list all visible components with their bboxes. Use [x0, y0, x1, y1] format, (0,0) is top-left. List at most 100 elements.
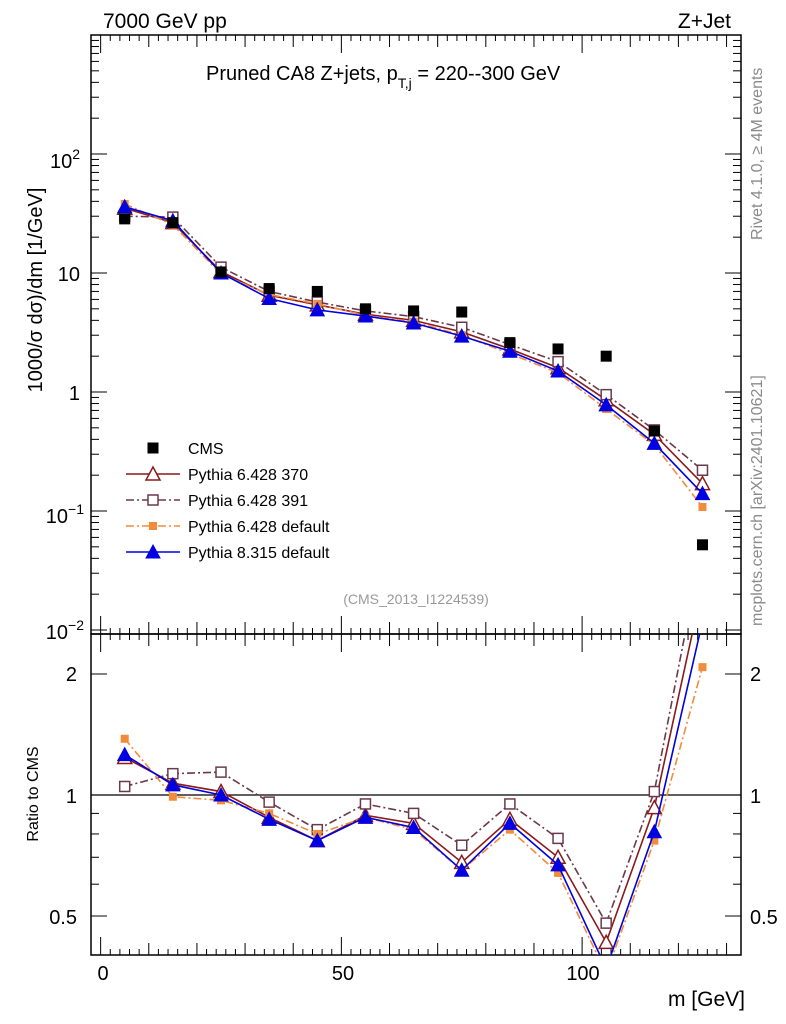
ratio-line-0: [124, 634, 693, 945]
ratio-point-1: [600, 917, 612, 929]
ratio-point-1: [504, 798, 516, 810]
ratio-point-3: [261, 811, 277, 826]
ratio-series: [116, 580, 709, 977]
data-point: [408, 305, 420, 317]
ratio-y-axis: [91, 673, 741, 956]
ratio-y-axis-label: Ratio to CMS: [25, 746, 42, 841]
ratio-point-2: [698, 663, 707, 672]
legend-label: CMS: [188, 441, 224, 458]
rivet-version-label: Rivet 4.1.0, ≥ 4M events: [749, 68, 766, 240]
data-point: [263, 283, 275, 295]
ratio-point-3: [453, 862, 470, 877]
legend-marker: [147, 442, 159, 454]
ratio-ytick-label-2-right: 2: [750, 664, 761, 686]
ratio-point-2: [602, 969, 610, 977]
x-axis-label: m [GeV]: [668, 988, 745, 1011]
data-point: [167, 217, 179, 229]
legend-label: Pythia 6.428 391: [188, 493, 308, 510]
series-point-3: [646, 435, 663, 450]
series-point-3: [405, 314, 422, 330]
data-point: [359, 303, 371, 315]
ratio-ytick-label-0.5-right: 0.5: [750, 907, 778, 929]
ratio-point-1: [407, 807, 420, 820]
ratio-ytick-label-2-left: 2: [66, 664, 77, 686]
ratio-ytick-label-1-left: 1: [66, 786, 77, 808]
ytick-label-0.01: 10−2: [46, 617, 84, 644]
series-point-3: [309, 301, 326, 317]
ratio-point-2: [120, 734, 129, 743]
ytick-label-100: 102: [50, 146, 80, 173]
series-point-3: [502, 343, 518, 358]
main-y-axis: [91, 39, 741, 631]
header-right: Z+Jet: [678, 10, 731, 33]
legend-marker: [147, 494, 159, 506]
ratio-point-1: [552, 832, 564, 845]
ratio-point-1: [359, 798, 372, 810]
ratio-point-0: [646, 799, 663, 815]
ratio-point-1: [455, 839, 468, 851]
legend-marker: [144, 465, 162, 481]
main-y-axis-label: 1000/σ dσ)/dm [1/GeV]: [25, 188, 47, 393]
ratio-point-3: [309, 832, 326, 848]
ratio-point-0: [695, 580, 709, 593]
legend-label: Pythia 6.428 370: [188, 467, 308, 484]
ytick-label-1: 1: [69, 383, 80, 405]
series-line-2: [124, 203, 704, 508]
series-point-3: [261, 290, 277, 306]
legend-marker: [149, 522, 157, 530]
ratio-point-3: [550, 856, 566, 872]
data-point: [311, 285, 323, 297]
legend-marker: [145, 543, 161, 559]
ratio-ytick-label-1-right: 1: [750, 786, 761, 808]
series-point-3: [550, 362, 566, 378]
ratio-point-2: [168, 792, 177, 801]
x-axis: [100, 35, 728, 955]
legend-label: Pythia 8.315 default: [188, 545, 330, 562]
data-point: [696, 539, 708, 551]
series-line-1: [124, 215, 703, 471]
series-point-3: [453, 328, 470, 343]
ratio-point-3: [165, 776, 181, 792]
ratio-point-2: [554, 868, 563, 877]
data-point: [119, 213, 131, 225]
data-point: [648, 425, 660, 437]
ytick-label-0.1: 10−1: [46, 501, 84, 528]
series-point-3: [116, 198, 133, 214]
mcplots-label: mcplots.cern.ch [arXiv:2401.10621]: [749, 375, 766, 626]
ratio-point-3: [405, 819, 422, 835]
series-point-3: [598, 396, 615, 412]
main-series: [116, 198, 711, 551]
ratio-point-3: [213, 786, 229, 802]
ratio-point-3: [599, 962, 613, 975]
data-point: [504, 337, 516, 349]
header-left: 7000 GeV pp: [103, 10, 227, 33]
series-point-1: [696, 464, 709, 477]
data-point: [215, 266, 227, 278]
xtick-label-100: 100: [566, 963, 599, 985]
data-point: [600, 350, 612, 362]
ratio-point-2: [650, 836, 659, 845]
ytick-label-10: 10: [58, 264, 80, 286]
xtick-label-50: 50: [332, 963, 354, 985]
series-point-2: [698, 503, 707, 512]
analysis-id: (CMS_2013_I1224539): [343, 591, 489, 607]
ratio-point-1: [648, 785, 661, 798]
plot-title: Pruned CA8 Z+jets, pT,j = 220--300 GeV: [206, 63, 561, 91]
ratio-point-3: [502, 815, 518, 830]
series-point-3: [357, 307, 374, 323]
ratio-point-1: [263, 796, 275, 808]
xtick-label-0: 0: [97, 963, 108, 985]
ratio-point-0: [597, 933, 615, 950]
series-point-3: [694, 485, 711, 501]
ratio-point-3: [695, 615, 709, 628]
ratio-point-3: [357, 809, 374, 824]
ratio-ytick-label-0.5-left: 0.5: [49, 907, 77, 929]
ratio-point-3: [646, 823, 663, 839]
data-point: [456, 306, 468, 318]
data-point: [552, 343, 564, 355]
legend-label: Pythia 6.428 default: [188, 519, 330, 536]
ratio-point-3: [116, 746, 133, 762]
legend: CMS Pythia 6.428 370 Pythia 6.428 391 Pythi…: [126, 441, 330, 562]
ratio-point-1: [215, 766, 227, 778]
